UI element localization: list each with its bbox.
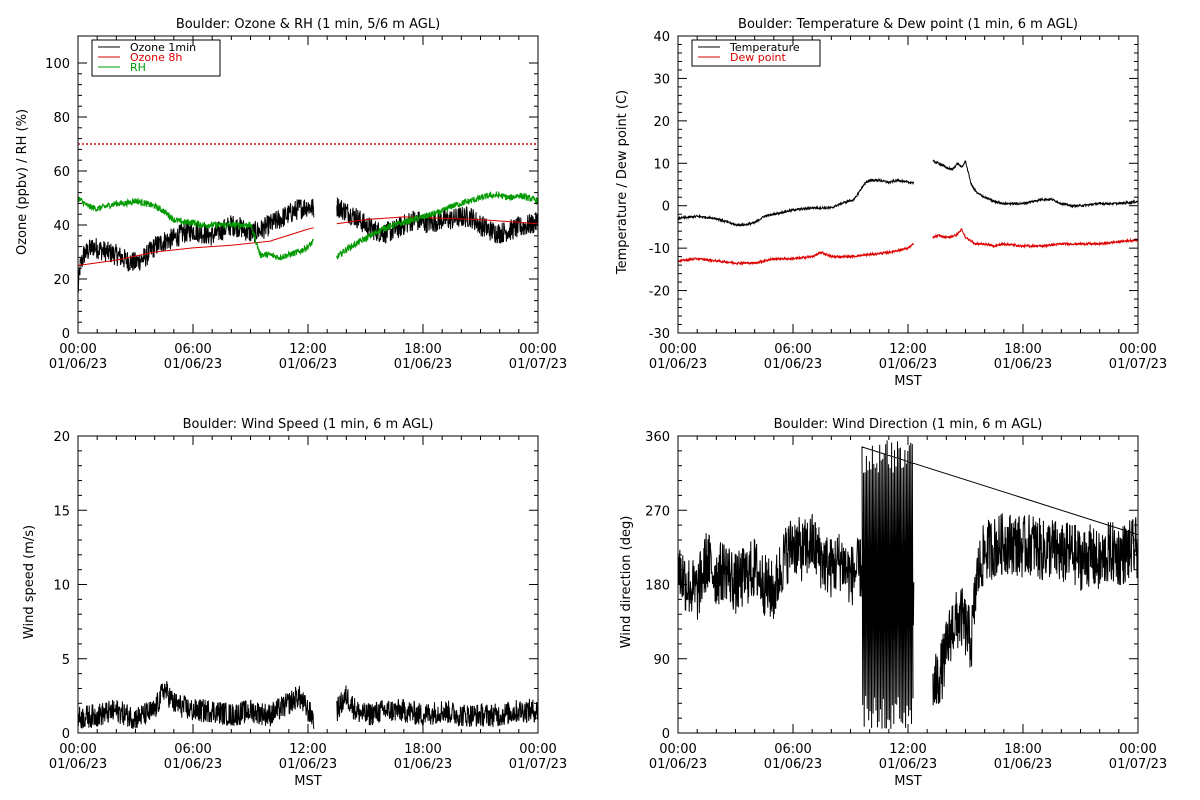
ozone-rh-panel: Boulder: Ozone & RH (1 min, 5/6 m AGL) O…: [15, 17, 567, 372]
y-tick-label: 10: [653, 157, 670, 172]
x-tick-label: 00:00: [659, 742, 696, 757]
x-tick-date: 01/06/23: [394, 357, 452, 372]
series-line-0: [677, 440, 1139, 729]
legend-label: RH: [130, 61, 146, 74]
x-tick-date: 01/06/23: [879, 357, 937, 372]
y-tick-label: -20: [649, 285, 670, 300]
x-tick-date: 01/06/23: [279, 357, 337, 372]
y-tick-label: 40: [53, 219, 70, 234]
legend-box: [691, 39, 821, 67]
x-tick-date: 01/06/23: [649, 757, 707, 772]
y-tick-label: 0: [62, 727, 70, 742]
chart-title: Boulder: Wind Direction (1 min, 6 m AGL): [774, 417, 1043, 432]
x-tick-date: 01/06/23: [879, 757, 937, 772]
x-tick-label: 18:00: [1004, 342, 1041, 357]
y-tick-label: 20: [53, 273, 70, 288]
y-tick-label: 360: [645, 430, 670, 445]
y-tick-label: 80: [53, 111, 70, 126]
x-tick-date: 01/06/23: [994, 357, 1052, 372]
y-tick-label: 180: [645, 579, 670, 594]
x-tick-date: 01/07/23: [1109, 357, 1167, 372]
x-tick-label: 00:00: [1119, 742, 1156, 757]
x-tick-date: 01/07/23: [509, 357, 567, 372]
x-tick-label: 06:00: [774, 342, 811, 357]
y-tick-label: 20: [653, 115, 670, 130]
x-tick-label: 00:00: [1119, 342, 1156, 357]
x-tick-label: 00:00: [59, 342, 96, 357]
x-tick-date: 01/06/23: [394, 757, 452, 772]
x-tick-label: 00:00: [59, 742, 96, 757]
x-axis-label: MST: [894, 774, 921, 789]
chart-title: Boulder: Ozone & RH (1 min, 5/6 m AGL): [176, 17, 440, 32]
x-tick-label: 18:00: [1004, 742, 1041, 757]
y-tick-label: -10: [649, 242, 670, 257]
y-tick-label: 15: [53, 504, 70, 519]
y-axis-label: Wind direction (deg): [619, 516, 634, 649]
wind-speed-panel: Boulder: Wind Speed (1 min, 6 m AGL) Win…: [22, 417, 567, 789]
series-line-2: [77, 190, 539, 261]
legend-label: Ozone 8h: [130, 51, 182, 64]
x-tick-date: 01/06/23: [994, 757, 1052, 772]
series-line-1: [77, 216, 539, 266]
x-tick-date: 01/06/23: [49, 757, 107, 772]
x-tick-label: 00:00: [519, 342, 556, 357]
y-tick-label: 0: [662, 727, 670, 742]
y-axis-label: Temperature / Dew point (C): [615, 90, 630, 275]
x-tick-date: 01/06/23: [164, 357, 222, 372]
y-axis-label: Ozone (ppbv) / RH (%): [15, 109, 30, 255]
wind-direction-panel: Boulder: Wind Direction (1 min, 6 m AGL)…: [619, 417, 1167, 789]
x-tick-label: 00:00: [519, 742, 556, 757]
x-tick-date: 01/06/23: [164, 757, 222, 772]
y-axis-label: Wind speed (m/s): [22, 525, 37, 639]
x-tick-label: 06:00: [174, 742, 211, 757]
x-tick-label: 06:00: [774, 742, 811, 757]
x-tick-date: 01/06/23: [279, 757, 337, 772]
temperature-dewpoint-panel: Boulder: Temperature & Dew point (1 min,…: [615, 17, 1167, 389]
y-tick-label: 40: [653, 30, 670, 45]
y-tick-label: 5: [62, 653, 70, 668]
plot-frame: [77, 435, 539, 734]
series-line-1: [677, 228, 1139, 266]
plot-frame: [77, 35, 539, 334]
y-tick-label: 30: [653, 72, 670, 87]
x-tick-label: 12:00: [289, 742, 326, 757]
y-tick-label: 90: [653, 653, 670, 668]
x-tick-date: 01/06/23: [764, 757, 822, 772]
x-tick-date: 01/07/23: [509, 757, 567, 772]
x-tick-label: 00:00: [659, 342, 696, 357]
legend-label: Ozone 1min: [130, 41, 196, 54]
series-line-0: [677, 159, 1139, 227]
y-tick-label: 20: [53, 430, 70, 445]
legend-label: Dew point: [730, 51, 786, 64]
y-tick-label: 0: [62, 327, 70, 342]
legend-label: Temperature: [729, 41, 800, 54]
plot-frame: [677, 35, 1139, 334]
x-tick-label: 12:00: [889, 742, 926, 757]
y-tick-label: 100: [45, 57, 70, 72]
x-axis-label: MST: [294, 774, 321, 789]
x-tick-date: 01/07/23: [1109, 757, 1167, 772]
x-tick-label: 18:00: [404, 342, 441, 357]
y-tick-label: -30: [649, 327, 670, 342]
series-line-0: [77, 681, 539, 729]
y-tick-label: 60: [53, 165, 70, 180]
x-tick-date: 01/06/23: [649, 357, 707, 372]
y-tick-label: 0: [662, 200, 670, 215]
x-axis-label: MST: [894, 374, 921, 389]
x-tick-label: 12:00: [289, 342, 326, 357]
y-tick-label: 270: [645, 504, 670, 519]
x-tick-label: 06:00: [174, 342, 211, 357]
legend-box: [91, 39, 221, 77]
series-line-0: [77, 197, 539, 293]
y-tick-label: 10: [53, 579, 70, 594]
x-tick-date: 01/06/23: [49, 357, 107, 372]
x-tick-date: 01/06/23: [764, 357, 822, 372]
chart-title: Boulder: Temperature & Dew point (1 min,…: [738, 17, 1078, 32]
x-tick-label: 18:00: [404, 742, 441, 757]
x-tick-label: 12:00: [889, 342, 926, 357]
chart-title: Boulder: Wind Speed (1 min, 6 m AGL): [183, 417, 434, 432]
